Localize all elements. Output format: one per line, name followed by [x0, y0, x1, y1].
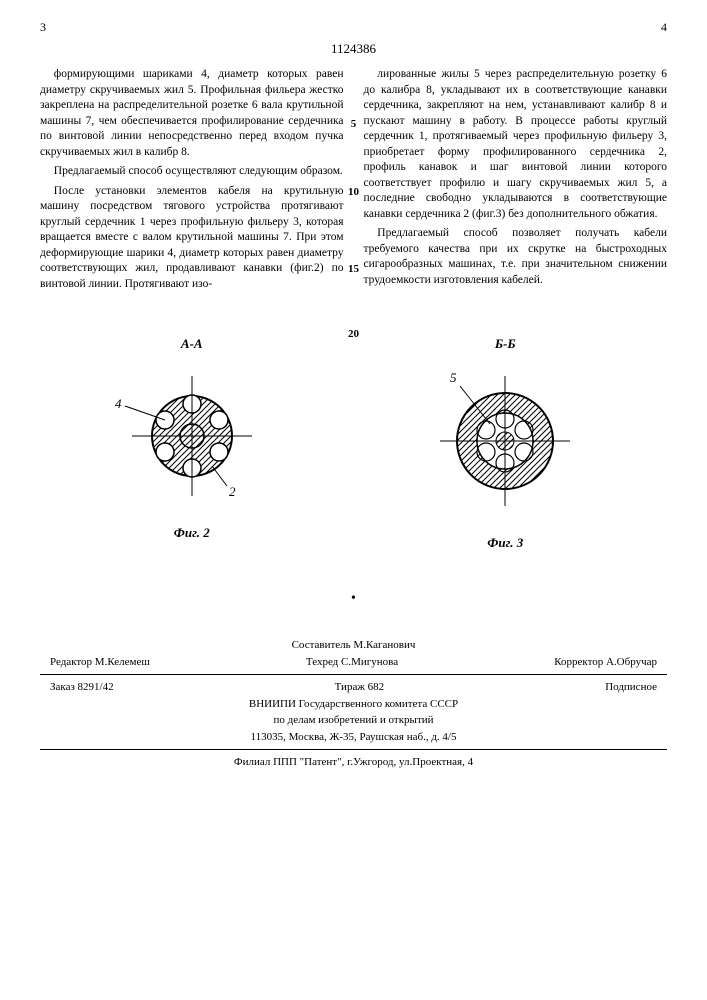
left-page-number: 3: [40, 20, 46, 35]
fig3-label: Фиг. 3: [410, 535, 600, 551]
org1: ВНИИПИ Государственного комитета СССР: [40, 696, 667, 713]
address1: 113035, Москва, Ж-35, Раушская наб., д. …: [40, 729, 667, 746]
right-p2: Предлагаемый способ позволяет получать к…: [364, 226, 668, 288]
org2: по делам изобретений и открытий: [40, 712, 667, 729]
fig3-svg: 5: [410, 356, 600, 526]
fig2-svg: 4 2: [107, 356, 277, 516]
line-marker-20: 20: [348, 327, 359, 342]
line-marker-15: 15: [348, 262, 359, 277]
line-marker-5: 5: [351, 117, 357, 132]
figure-2: А-А: [107, 336, 277, 551]
fig2-pointer-4: 4: [115, 396, 122, 411]
fig2-pointer-2: 2: [229, 484, 236, 499]
right-page-number: 4: [661, 20, 667, 35]
order: Заказ 8291/42: [50, 679, 114, 696]
left-p1: формирующими шариками 4, диаметр которых…: [40, 67, 344, 160]
corrector: Корректор А.Обручар: [554, 654, 657, 671]
left-p3: После установки элементов кабеля на крут…: [40, 184, 344, 293]
page-header: 3 4: [40, 20, 667, 35]
subscription: Подписное: [605, 679, 657, 696]
line-marker-10: 10: [348, 185, 359, 200]
dot-marker: •: [40, 591, 667, 607]
footer: Составитель М.Каганович Редактор М.Келем…: [40, 637, 667, 771]
editor-row: Редактор М.Келемеш Техред С.Мигунова Кор…: [40, 654, 667, 671]
fig2-section-label: А-А: [107, 336, 277, 352]
page: 3 4 1124386 формирующими шариками 4, диа…: [0, 0, 707, 1000]
figure-3: Б-Б: [410, 336, 600, 551]
fig3-pointer-5: 5: [450, 370, 457, 385]
editor: Редактор М.Келемеш: [50, 654, 150, 671]
right-p1: лированные жилы 5 через распределительну…: [364, 67, 668, 222]
patent-number: 1124386: [40, 41, 667, 57]
fig2-label: Фиг. 2: [107, 525, 277, 541]
left-column: формирующими шариками 4, диаметр которых…: [40, 67, 344, 296]
compiler: Составитель М.Каганович: [40, 637, 667, 654]
branch: Филиал ППП "Патент", г.Ужгород, ул.Проек…: [40, 754, 667, 771]
left-p2: Предлагаемый способ осуществляют следующ…: [40, 164, 344, 180]
divider-2: [40, 749, 667, 750]
right-column: лированные жилы 5 через распределительну…: [364, 67, 668, 296]
techred: Техред С.Мигунова: [306, 654, 398, 671]
text-columns: формирующими шариками 4, диаметр которых…: [40, 67, 667, 296]
tirazh: Тираж 682: [335, 679, 385, 696]
order-row: Заказ 8291/42 Тираж 682 Подписное: [40, 679, 667, 696]
figures-row: А-А: [40, 336, 667, 551]
fig3-section-label: Б-Б: [410, 336, 600, 352]
divider-1: [40, 674, 667, 675]
